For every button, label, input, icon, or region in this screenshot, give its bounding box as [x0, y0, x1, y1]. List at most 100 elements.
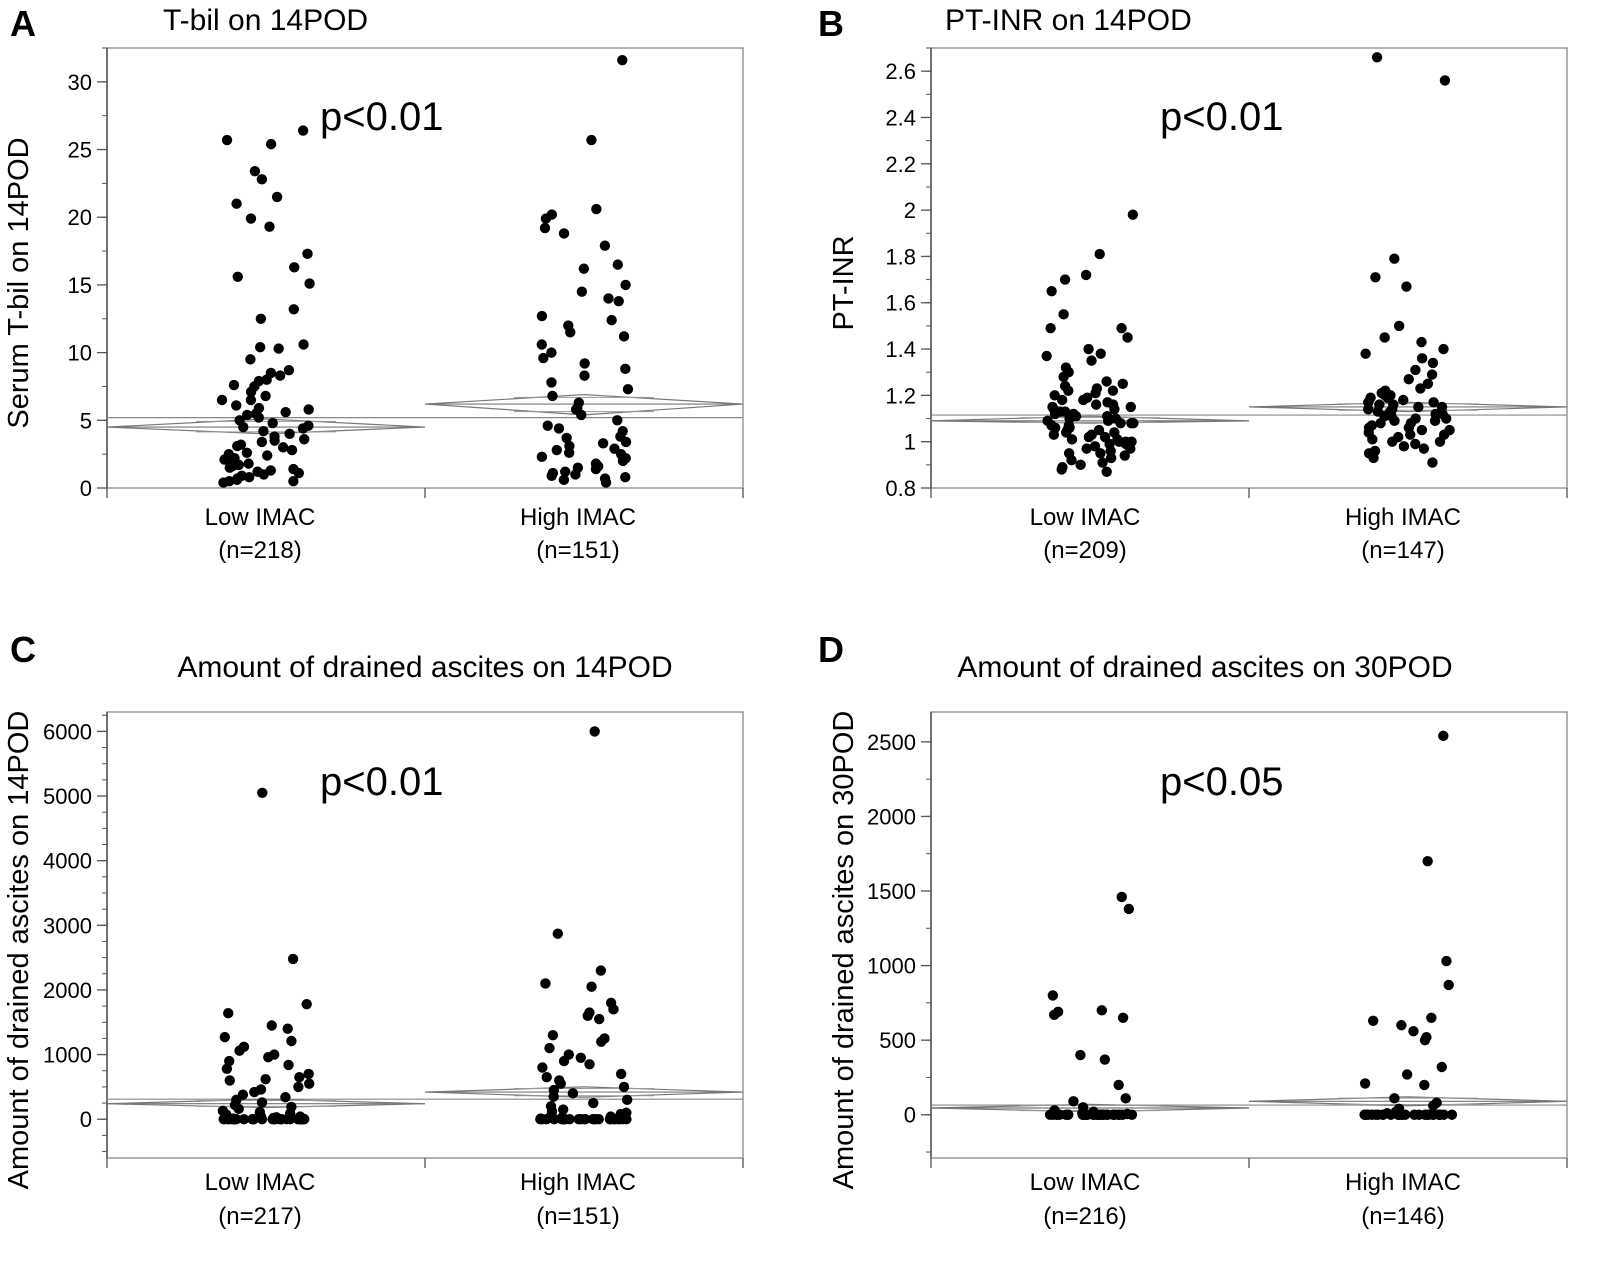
data-point [1061, 427, 1072, 438]
data-point [1427, 457, 1438, 468]
data-point [1096, 1005, 1108, 1016]
data-point [557, 1114, 568, 1125]
data-point [1116, 891, 1127, 903]
data-point [1115, 417, 1126, 429]
y-axis-label: PT-INR [828, 235, 860, 330]
data-point [1413, 401, 1424, 413]
data-point [1126, 1109, 1138, 1120]
category-n-label: (n=218) [218, 537, 301, 564]
data-point [283, 365, 295, 376]
data-point [1045, 323, 1056, 334]
data-point [1392, 1109, 1404, 1120]
data-point [1416, 336, 1427, 348]
data-point [593, 1114, 604, 1125]
p-value-annotation: p<0.05 [1160, 760, 1283, 804]
data-point [575, 1052, 587, 1064]
data-point [603, 293, 614, 304]
data-point [612, 259, 623, 270]
data-point [1128, 417, 1139, 429]
data-point [1416, 353, 1428, 364]
data-point [297, 125, 309, 136]
data-point [1428, 1100, 1439, 1111]
data-point [1408, 1026, 1419, 1037]
data-point [540, 978, 551, 989]
data-point [1436, 1061, 1447, 1073]
data-point [586, 981, 597, 992]
data-point [1095, 448, 1106, 459]
y-tick-label: 3000 [43, 913, 92, 938]
data-point [1367, 434, 1378, 445]
data-point [1083, 343, 1094, 355]
y-tick-label: 2500 [867, 730, 916, 755]
data-point [1070, 411, 1082, 422]
data-point [256, 174, 268, 185]
data-point [1441, 955, 1452, 967]
data-point [620, 363, 631, 375]
data-point [1400, 1109, 1411, 1120]
y-tick-label: 1.2 [885, 383, 916, 408]
category-n-label: (n=216) [1043, 1203, 1126, 1230]
data-point [1094, 1109, 1105, 1120]
data-point [1081, 443, 1092, 454]
data-point [546, 347, 557, 358]
y-tick-label: 2 [904, 198, 916, 223]
data-point [1080, 269, 1092, 281]
chart-title: T-bil on 14POD [163, 4, 368, 37]
data-point [221, 134, 233, 146]
panel-b: B PT-INR on 14POD 0.8 1 1.2 1.4 1.6 1.8 2 2.2 2.4 2… [818, 3, 1568, 564]
data-point [1107, 385, 1119, 396]
data-point [615, 1068, 627, 1080]
data-point [287, 953, 299, 965]
data-point [539, 222, 551, 234]
data-point [621, 1094, 633, 1106]
data-point [241, 409, 253, 421]
data-point [274, 370, 286, 381]
y-tick-label: 500 [879, 1028, 916, 1053]
data-point [618, 331, 630, 342]
data-point [540, 213, 552, 224]
data-point [1371, 52, 1383, 63]
data-point [590, 463, 602, 475]
data-point [293, 467, 305, 479]
y-tick-label: 30 [68, 70, 92, 95]
data-point [304, 278, 315, 289]
data-point [620, 279, 631, 291]
category-label: Low IMAC [205, 1169, 316, 1196]
data-point [1075, 459, 1086, 471]
data-point [231, 400, 242, 411]
data-point [547, 390, 558, 402]
p-value-annotation: p<0.01 [1160, 95, 1283, 139]
data-point [561, 432, 572, 444]
category-label: High IMAC [520, 504, 636, 531]
data-point [243, 458, 254, 469]
data-point [548, 1091, 559, 1102]
data-point [1360, 348, 1371, 359]
data-point [1117, 378, 1128, 389]
data-point [618, 1081, 630, 1093]
data-point [294, 1072, 305, 1083]
data-point [293, 1081, 304, 1093]
data-point [283, 1059, 294, 1071]
data-point [1055, 406, 1066, 417]
data-point [586, 134, 597, 146]
data-point [1062, 1109, 1074, 1120]
data-point [536, 451, 548, 463]
y-tick-label: 2000 [43, 978, 92, 1003]
data-point [230, 1114, 241, 1125]
data-point [1123, 903, 1135, 915]
category-label: Low IMAC [205, 504, 316, 531]
data-point [1413, 1109, 1425, 1120]
data-point [538, 352, 549, 364]
y-tick-label: 4000 [43, 849, 92, 874]
data-point [228, 379, 240, 391]
data-point [1428, 397, 1439, 408]
data-point [536, 310, 548, 322]
data-point [547, 1029, 559, 1041]
data-point [261, 374, 272, 385]
data-point [1438, 429, 1450, 440]
data-point [299, 434, 310, 445]
data-point [552, 928, 564, 939]
data-point [1389, 1093, 1400, 1104]
data-point [1438, 730, 1449, 742]
